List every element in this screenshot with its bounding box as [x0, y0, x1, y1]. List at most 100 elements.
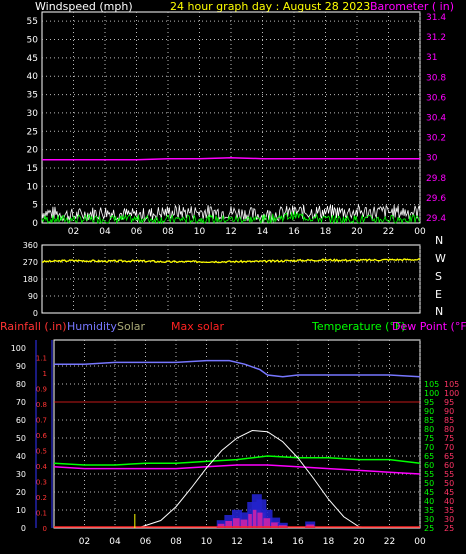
panel3-axes: 0 10 20 30 40 50 60 70 80 90 100 0 0.1 0.2 0.3 0.4 0.5 0.…: [11, 340, 459, 533]
p1-x-tick: 06: [131, 227, 143, 237]
p1-x-tick: 14: [257, 227, 269, 237]
panel1-frame: [41, 11, 421, 224]
barometer-title: Barometer ( in): [370, 0, 454, 13]
rainfall-tick: 0.3: [36, 479, 47, 487]
rainfall-tick: 1.1: [36, 355, 47, 363]
panel1-grid: [42, 12, 421, 223]
dewpoint-tick: 30: [444, 515, 454, 524]
rainfall-tick: 0.4: [36, 463, 48, 471]
p1-x-tick: 08: [162, 227, 174, 237]
p3-x-tick: 06: [140, 537, 152, 547]
panel3-series: [53, 359, 421, 529]
compass-label: N: [435, 305, 443, 318]
barometer-tick: 31: [426, 53, 437, 63]
legend-item: Solar: [117, 320, 146, 333]
temperature-tick: 95: [424, 398, 434, 407]
windspeed-tick: 25: [27, 127, 38, 137]
temperature-tick: 55: [424, 470, 434, 479]
dewpoint-tick: 60: [444, 461, 454, 470]
humidity-tick: 50: [16, 434, 26, 443]
p3-x-tick: 12: [231, 537, 242, 547]
p1-x-tick: 02: [68, 227, 79, 237]
dewpoint-tick: 100: [444, 389, 459, 398]
dewpoint-tick: 85: [444, 416, 454, 425]
p3-x-tick: 20: [353, 537, 365, 547]
rainfall-tick: 0.6: [36, 432, 48, 440]
dewpoint-tick: 65: [444, 452, 454, 461]
windspeed-tick: 20: [27, 146, 39, 156]
dewpoint-tick: 40: [444, 497, 454, 506]
solar-bar-inner: [217, 523, 226, 528]
temperature-tick: 80: [424, 425, 434, 434]
legend-item: Dew Point (°F): [392, 320, 466, 333]
windspeed-tick: 5: [32, 201, 38, 211]
solar-bar-inner: [240, 519, 249, 528]
p3-x-tick: 22: [384, 537, 395, 547]
humidity-tick: 80: [16, 380, 26, 389]
gust-line: [41, 211, 421, 225]
barometer-tick: 30.4: [426, 114, 446, 124]
barometer-tick: 30.8: [426, 73, 446, 83]
direction-tick: 360: [23, 241, 38, 250]
temperature-tick: 50: [424, 479, 434, 488]
temp-humidity-panel: Rainfall (.in) Humidity Solar Max solar Temp…: [0, 320, 466, 547]
temperature-tick: 75: [424, 434, 434, 443]
humidity-tick: 90: [16, 362, 26, 371]
humidity-tick: 60: [16, 416, 26, 425]
temperature-tick: 100: [424, 389, 439, 398]
temperature-tick: 45: [424, 488, 434, 497]
legend-item: Temperature (°F): [311, 320, 406, 333]
solar-bar-inner: [263, 518, 272, 528]
barometer-tick: 29.4: [426, 214, 446, 224]
dewpoint-tick: 45: [444, 488, 454, 497]
barometer-tick: 31.4: [426, 13, 446, 23]
windspeed-tick: 50: [27, 36, 39, 46]
direction-tick: 180: [23, 275, 38, 284]
humidity-tick: 10: [16, 506, 26, 515]
panel3-x-axis: 02 04 06 08 10 12 14 16 18 20 22 00: [79, 537, 426, 547]
p3-x-tick: 18: [323, 537, 335, 547]
humidity-line: [54, 359, 421, 378]
p1-x-tick: 00: [414, 227, 426, 237]
temperature-tick: 25: [424, 524, 434, 533]
barometer-line: [42, 156, 420, 161]
windspeed-axis: 0 5 10 15 20 25 30 35 40 45 50 55: [27, 17, 39, 229]
windspeed-line: [41, 203, 421, 223]
p1-x-tick: 16: [288, 227, 300, 237]
dewpoint-tick: 25: [444, 524, 454, 533]
rainfall-tick: 0.8: [36, 401, 47, 409]
panel1-x-axis: 02 04 06 08 10 12 14 16 18 20 22 00: [68, 227, 426, 237]
temperature-tick: 70: [424, 443, 434, 452]
barometer-tick: 30: [426, 154, 438, 164]
p1-x-tick: 20: [351, 227, 363, 237]
compass-label: E: [435, 288, 442, 301]
panel2-grid: [42, 245, 421, 313]
temperature-tick: 35: [424, 506, 434, 515]
humidity-tick: 30: [16, 470, 26, 479]
humidity-tick: 40: [16, 452, 26, 461]
p3-x-tick: 00: [414, 537, 426, 547]
temperature-tick: 40: [424, 497, 434, 506]
legend-item: Humidity: [67, 320, 117, 333]
direction-line: [41, 258, 421, 264]
barometer-tick: 30.2: [426, 134, 446, 144]
panel1-series: [41, 156, 421, 225]
dewpoint-tick: 50: [444, 479, 454, 488]
legend-item: Max solar: [171, 320, 224, 333]
windspeed-tick: 15: [27, 164, 38, 174]
p1-x-tick: 22: [383, 227, 394, 237]
p1-x-tick: 10: [194, 227, 206, 237]
compass-label: S: [435, 270, 442, 283]
temperature-tick: 90: [424, 407, 434, 416]
direction-tick: 90: [28, 292, 38, 301]
p3-x-tick: 04: [109, 537, 121, 547]
rainfall-tick: 0.7: [36, 417, 47, 425]
windspeed-tick: 40: [27, 72, 39, 82]
solar-line: [137, 429, 375, 529]
p3-x-tick: 10: [201, 537, 213, 547]
direction-tick: 0: [33, 309, 38, 318]
chart-title: 24 hour graph day : August 28 2023: [170, 0, 370, 13]
windspeed-tick: 45: [27, 54, 38, 64]
solar-bar-inner: [225, 521, 234, 528]
